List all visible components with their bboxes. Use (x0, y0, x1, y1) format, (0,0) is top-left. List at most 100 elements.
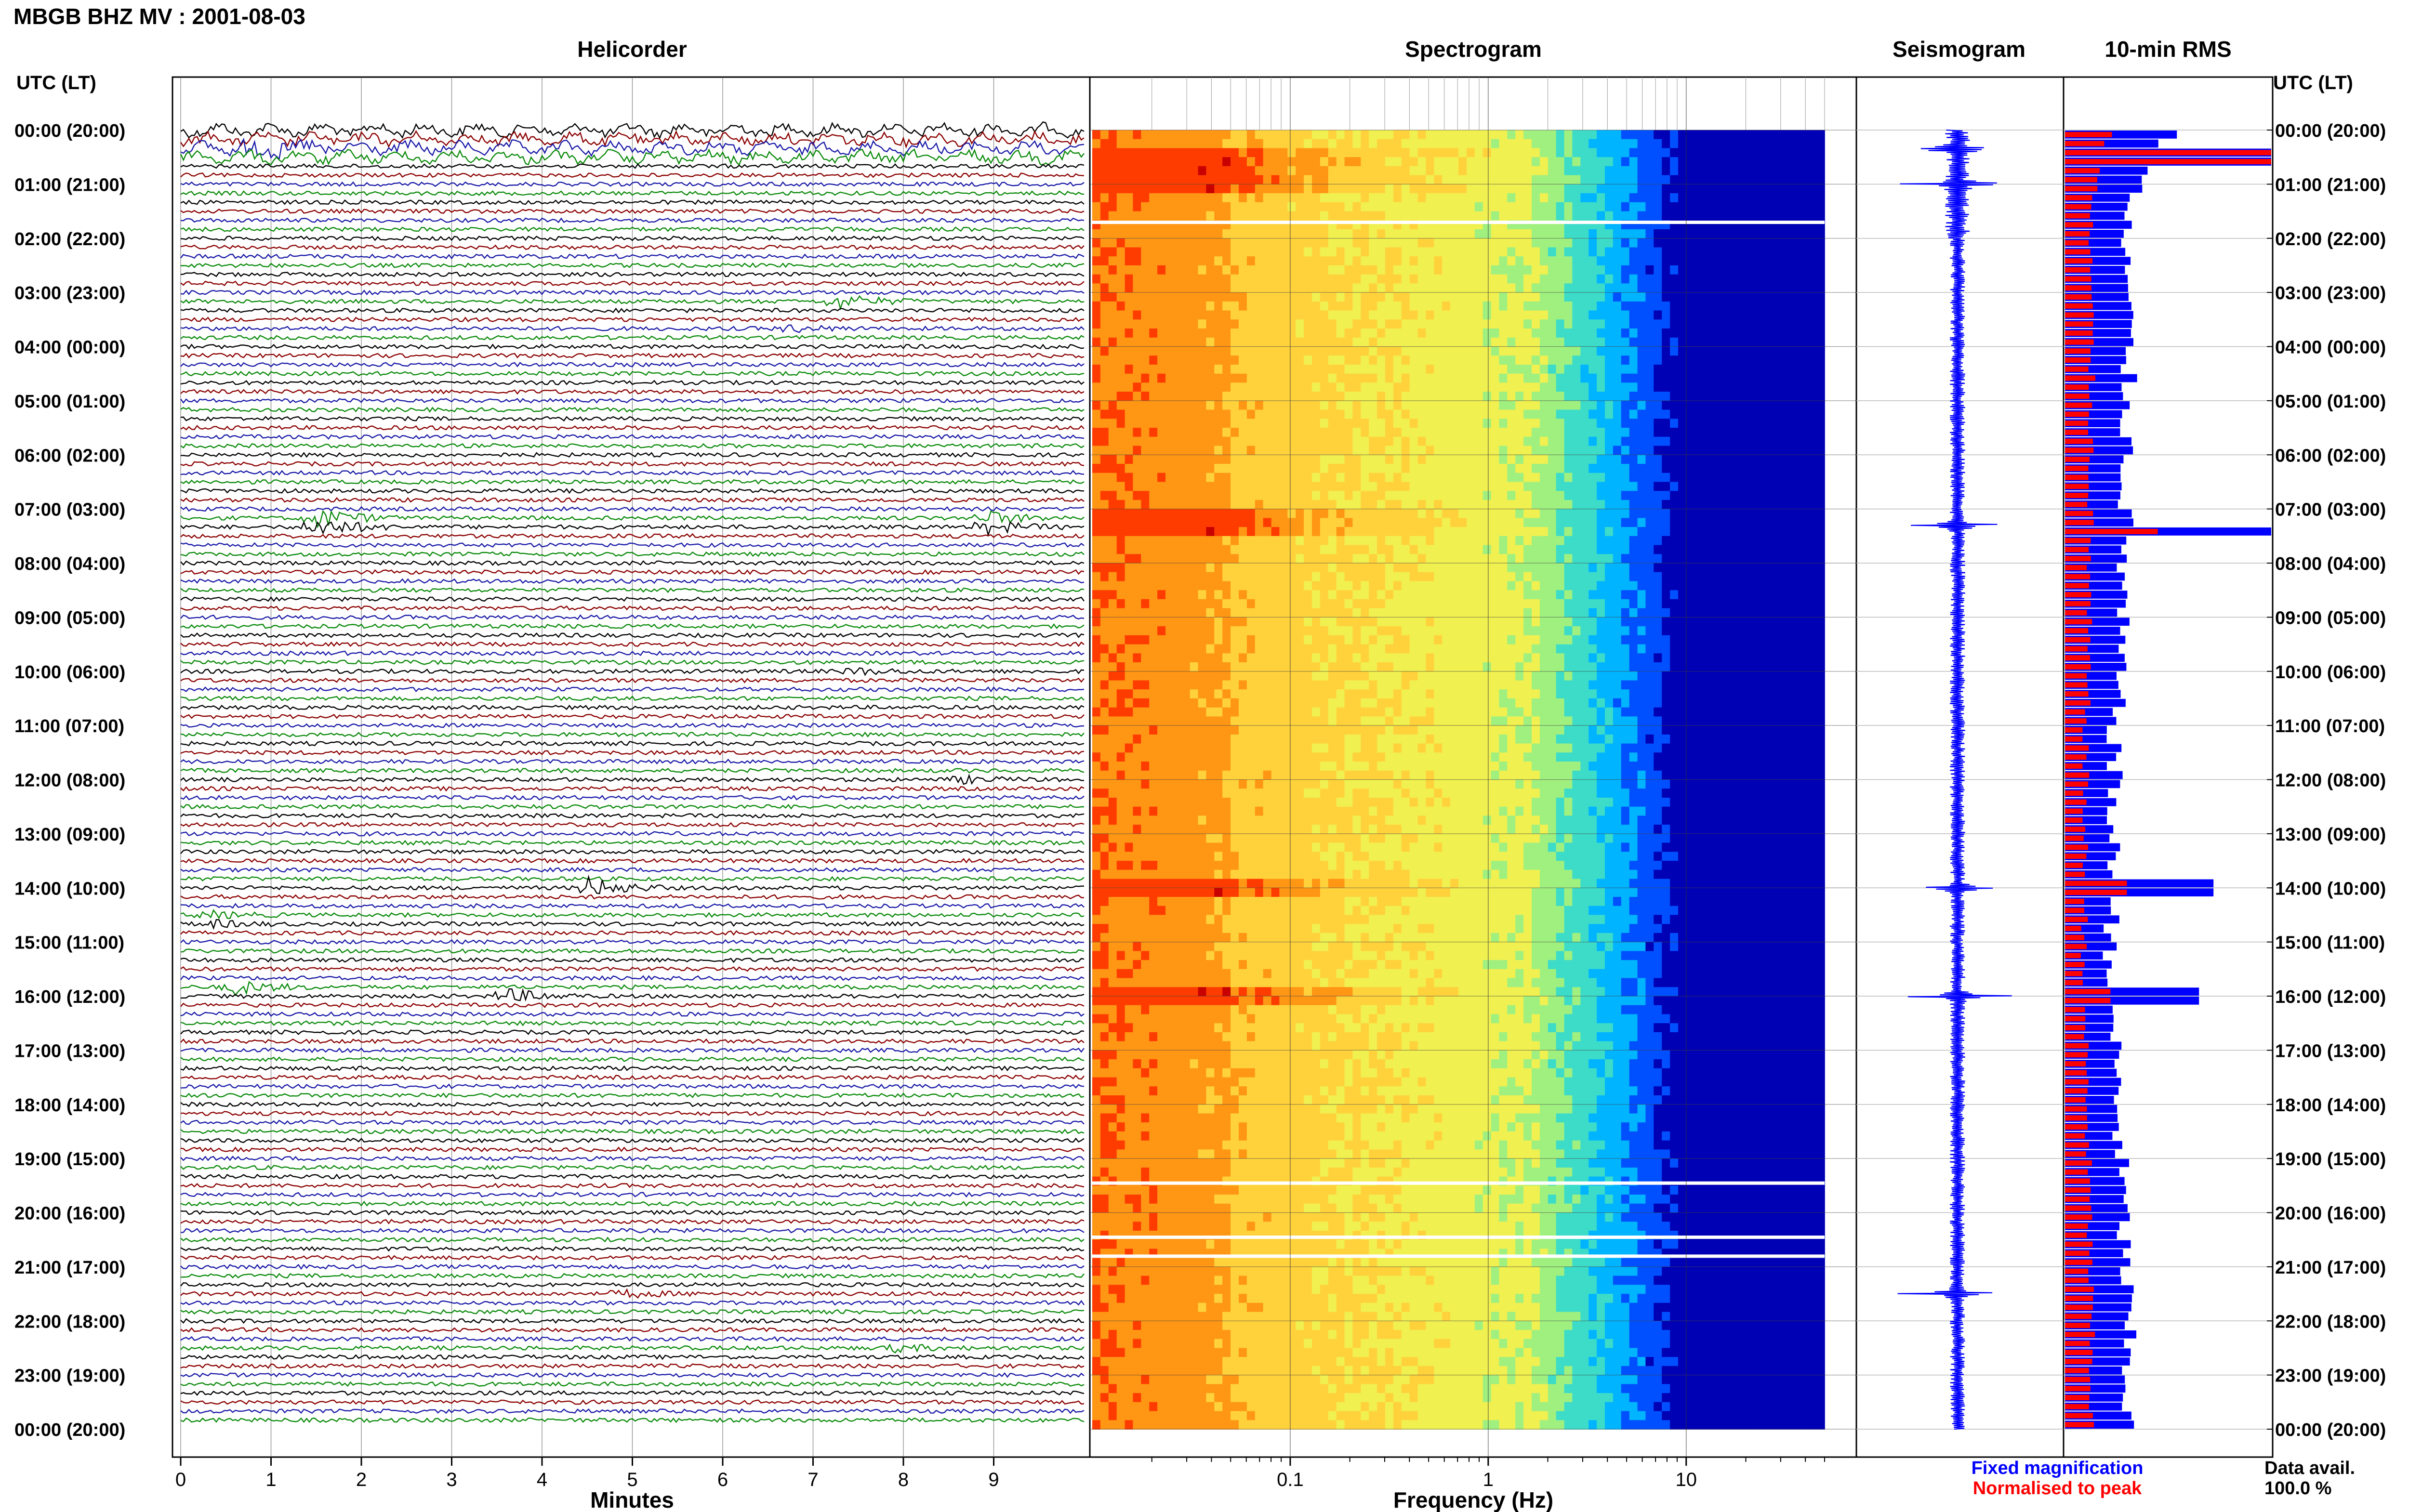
spectrogram-cell (1482, 500, 1492, 510)
spectrogram-cell (1523, 419, 1532, 428)
spectrogram-cell (1149, 139, 1158, 149)
spectrogram-cell (1239, 545, 1247, 554)
spectrogram-cell (1181, 202, 1191, 212)
spectrogram-cell (1572, 319, 1581, 329)
spectrogram-cell (1580, 130, 1589, 140)
spectrogram-cell (1735, 157, 1744, 167)
spectrogram-cell (1239, 193, 1247, 203)
spectrogram-cell (1092, 256, 1101, 266)
spectrogram-cell (1328, 365, 1337, 374)
helicorder-x-tick-label: 2 (356, 1469, 367, 1490)
spectrogram-cell (1719, 184, 1728, 194)
spectrogram-cell (1588, 599, 1597, 609)
spectrogram-cell (1686, 455, 1695, 464)
spectrogram-cell (1352, 509, 1362, 519)
spectrogram-cell (1588, 229, 1597, 239)
spectrogram-cell (1385, 301, 1394, 311)
spectrogram-cell (1767, 193, 1776, 203)
spectrogram-cell (1173, 436, 1182, 447)
spectrogram-cell (1352, 365, 1362, 374)
spectrogram-cell (1523, 599, 1532, 609)
spectrogram-cell (1605, 193, 1614, 203)
spectrogram-cell (1125, 436, 1134, 447)
spectrogram-cell (1694, 590, 1703, 600)
spectrogram-cell (1100, 599, 1109, 609)
spectrogram-cell (1434, 545, 1443, 554)
spectrogram-cell (1556, 274, 1565, 284)
spectrogram-cell (1361, 518, 1369, 527)
spectrogram-cell (1719, 464, 1728, 473)
spectrogram-cell (1133, 572, 1142, 582)
spectrogram-cell (1442, 509, 1451, 519)
spectrogram-cell (1719, 500, 1728, 510)
spectrogram-cell (1808, 581, 1817, 591)
spectrogram-cell (1808, 247, 1817, 257)
spectrogram-cell (1190, 409, 1199, 420)
spectrogram-cell (1108, 292, 1117, 302)
spectrogram-cell (1784, 193, 1793, 203)
spectrogram-cell (1181, 500, 1191, 510)
spectrogram-cell (1523, 130, 1532, 140)
spectrogram-cell (1434, 409, 1443, 420)
spectrogram-cell (1442, 301, 1451, 311)
spectrogram-cell (1434, 193, 1443, 203)
spectrogram-cell (1775, 428, 1785, 437)
spectrogram-cell (1719, 346, 1728, 356)
spectrogram-cell (1515, 446, 1524, 455)
spectrogram-cell (1597, 148, 1605, 158)
spectrogram-cell (1482, 464, 1492, 473)
spectrogram-cell (1792, 166, 1801, 176)
spectrogram-cell (1173, 400, 1182, 410)
spectrogram-cell (1662, 202, 1670, 212)
spectrogram-cell (1239, 491, 1247, 500)
spectrogram-cell (1271, 184, 1280, 194)
spectrogram-cell (1222, 373, 1231, 383)
spectrogram-cell (1751, 329, 1760, 338)
spectrogram-cell (1564, 509, 1573, 519)
spectrogram-cell (1654, 409, 1662, 420)
spectrogram-cell (1434, 139, 1443, 149)
spectrogram-cell (1417, 256, 1427, 266)
spectrogram-cell (1597, 256, 1605, 266)
spectrogram-cell (1735, 247, 1744, 257)
spectrogram-cell (1271, 274, 1280, 284)
spectrogram-cell (1775, 491, 1785, 500)
spectrogram-cell (1515, 229, 1524, 239)
spectrogram-cell (1532, 482, 1540, 491)
spectrogram-cell (1743, 175, 1752, 185)
spectrogram-cell (1784, 130, 1793, 140)
spectrogram-cell (1279, 283, 1288, 293)
spectrogram-cell (1572, 400, 1581, 410)
spectrogram-cell (1621, 202, 1630, 212)
spectrogram-cell (1523, 310, 1532, 320)
spectrogram-cell (1458, 175, 1467, 185)
spectrogram-cell (1605, 130, 1614, 140)
spectrogram-cell (1287, 148, 1296, 158)
spectrogram-cell (1629, 310, 1638, 320)
spectrogram-cell (1621, 536, 1630, 546)
spectrogram-cell (1206, 346, 1215, 356)
spectrogram-cell (1141, 329, 1150, 338)
spectrogram-cell (1792, 572, 1801, 582)
spectrogram-cell (1474, 166, 1483, 176)
spectrogram-cell (1401, 337, 1410, 347)
spectrogram-cell (1165, 581, 1174, 591)
helicorder-trace (180, 1146, 1085, 1153)
spectrogram-cell (1279, 292, 1288, 302)
spectrogram-cell (1336, 211, 1345, 221)
spectrogram-cell (1792, 283, 1801, 293)
spectrogram-cell (1751, 500, 1760, 510)
spectrogram-cell (1597, 346, 1605, 356)
spectrogram-cell (1605, 590, 1614, 600)
spectrogram-cell (1702, 536, 1711, 546)
spectrogram-cell (1572, 148, 1581, 158)
spectrogram-cell (1255, 527, 1264, 537)
spectrogram-cell (1417, 527, 1427, 537)
spectrogram-cell (1637, 482, 1646, 491)
spectrogram-cell (1743, 202, 1752, 212)
spectrogram-cell (1605, 581, 1614, 591)
spectrogram-cell (1474, 509, 1483, 519)
spectrogram-cell (1320, 409, 1329, 420)
spectrogram-cell (1710, 491, 1720, 500)
spectrogram-cell (1409, 400, 1418, 410)
